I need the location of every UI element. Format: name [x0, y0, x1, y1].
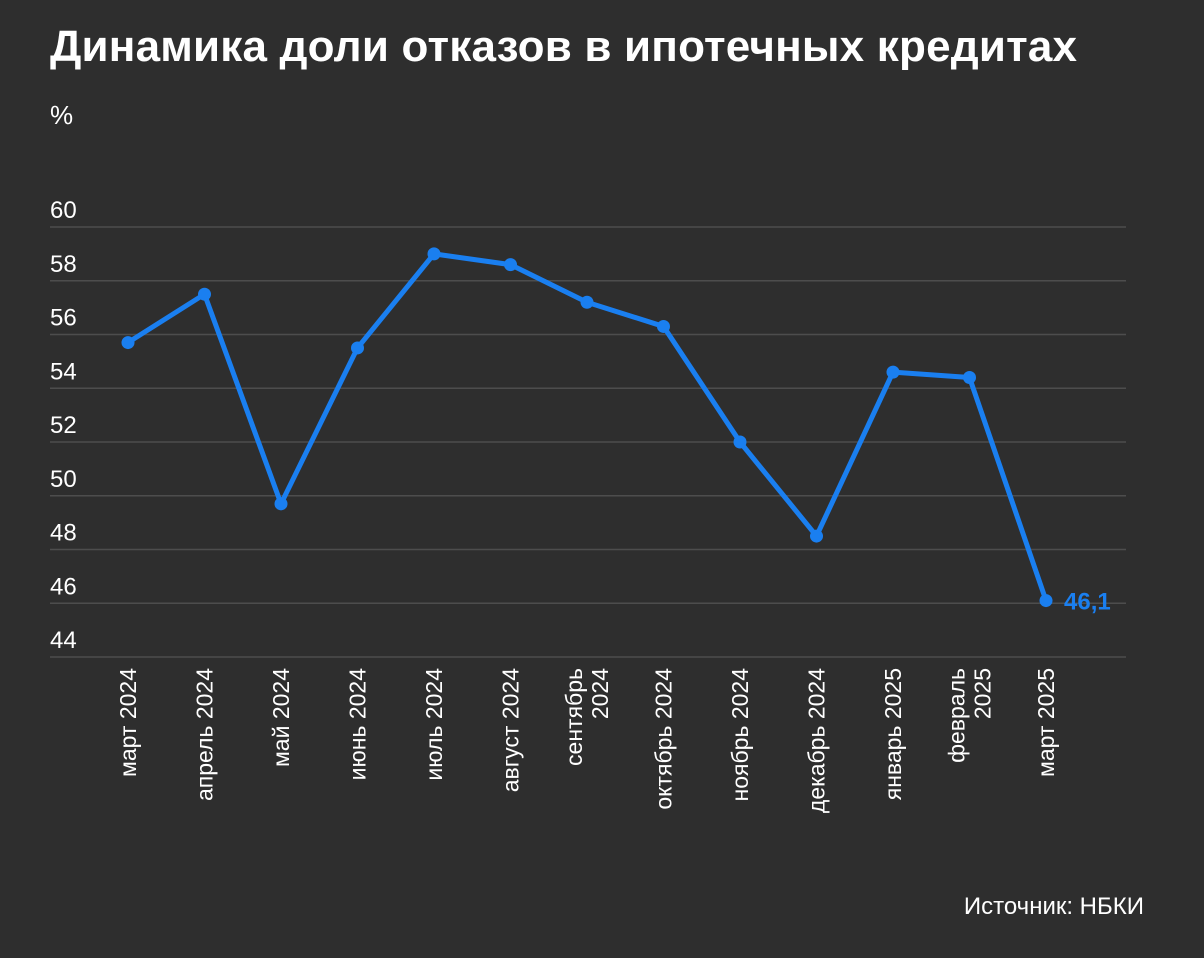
y-tick-label: 58	[50, 251, 77, 278]
y-tick-label: 46	[50, 573, 77, 600]
data-point	[121, 336, 135, 350]
x-tick-label: январь 2025	[880, 668, 906, 800]
y-tick-label: 56	[50, 305, 77, 332]
x-tick-label: февраль2025	[944, 668, 996, 763]
x-tick-label: октябрь 2024	[651, 668, 677, 810]
x-tick-label: сентябрь2024	[561, 668, 613, 766]
y-tick-label: 50	[50, 466, 77, 493]
x-tick-label: июль 2024	[421, 668, 447, 781]
x-tick-label: август 2024	[498, 668, 524, 792]
x-tick-label: июнь 2024	[345, 668, 371, 781]
data-point	[1039, 594, 1053, 608]
x-tick-label: ноябрь 2024	[727, 668, 753, 802]
data-point	[274, 497, 288, 511]
x-tick-label: декабрь 2024	[804, 668, 830, 813]
data-point	[657, 319, 670, 333]
x-tick-label: май 2024	[268, 668, 294, 767]
data-label: 46,1	[1064, 589, 1111, 616]
data-point	[963, 371, 976, 384]
y-tick-label: 48	[50, 520, 77, 547]
data-point	[504, 258, 517, 272]
x-tick-label: март 2024	[115, 668, 141, 777]
source-note: Источник: НБКИ	[963, 893, 1144, 920]
data-point	[580, 295, 594, 309]
y-tick-label: 44	[50, 627, 77, 654]
data-point	[733, 435, 747, 449]
unit-label: %	[50, 100, 74, 130]
y-tick-label: 54	[50, 358, 77, 385]
data-point	[810, 529, 823, 543]
y-tick-label: 60	[50, 197, 77, 224]
y-tick-label: 52	[50, 412, 77, 439]
x-tick-label: март 2025	[1033, 668, 1059, 777]
data-point	[886, 365, 900, 379]
chart-title: Динамика доли отказов в ипотечных кредит…	[50, 22, 1078, 71]
x-tick-label: апрель 2024	[192, 668, 218, 801]
data-point	[351, 341, 364, 355]
data-point	[198, 287, 211, 301]
data-point	[427, 247, 441, 261]
